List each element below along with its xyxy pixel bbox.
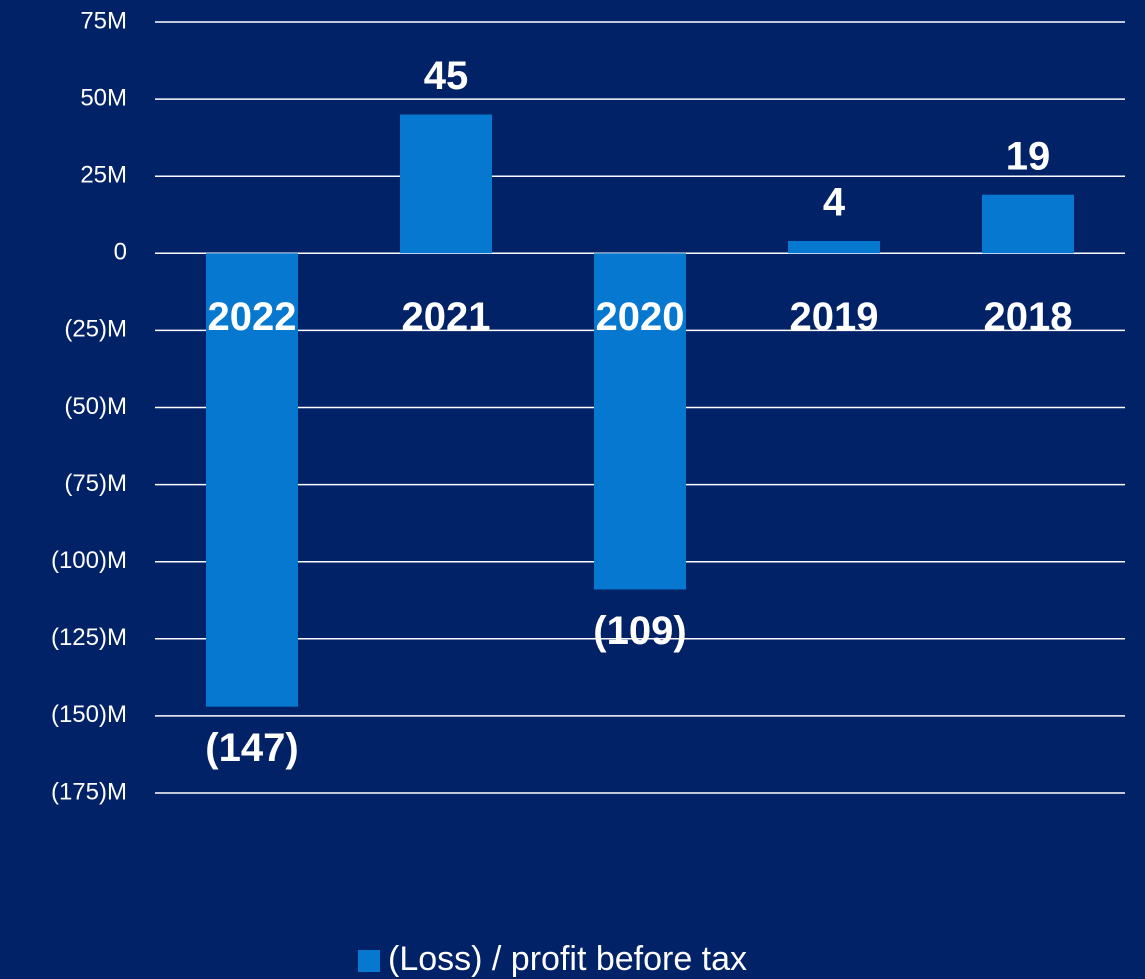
data-label: 4 — [823, 181, 846, 225]
bar — [400, 114, 492, 254]
bar — [788, 240, 880, 254]
x-tick-label: 2018 — [984, 295, 1073, 339]
y-tick-label: (175)M — [51, 778, 127, 805]
y-tick-label: 50M — [80, 84, 127, 111]
y-tick-label: (150)M — [51, 701, 127, 728]
y-tick-label: 0 — [114, 239, 127, 266]
y-tick-label: (100)M — [51, 547, 127, 574]
data-label: (147) — [205, 726, 298, 770]
bar — [206, 253, 298, 707]
x-tick-label: 2021 — [402, 295, 491, 339]
data-label: (109) — [593, 609, 686, 653]
y-tick-label: (25)M — [64, 316, 127, 343]
bar — [982, 194, 1074, 254]
bar — [594, 253, 686, 590]
y-tick-label: 75M — [80, 7, 127, 34]
x-tick-label: 2019 — [790, 295, 879, 339]
x-tick-label: 2022 — [208, 295, 297, 339]
y-tick-label: (75)M — [64, 470, 127, 497]
legend-label: (Loss) / profit before tax — [388, 940, 747, 978]
y-tick-label: 25M — [80, 162, 127, 189]
y-tick-label: (50)M — [64, 393, 127, 420]
legend-swatch — [358, 950, 380, 972]
data-label: 45 — [424, 54, 469, 98]
y-tick-label: (125)M — [51, 624, 127, 651]
x-tick-label: 2020 — [596, 295, 685, 339]
data-label: 19 — [1006, 134, 1051, 178]
